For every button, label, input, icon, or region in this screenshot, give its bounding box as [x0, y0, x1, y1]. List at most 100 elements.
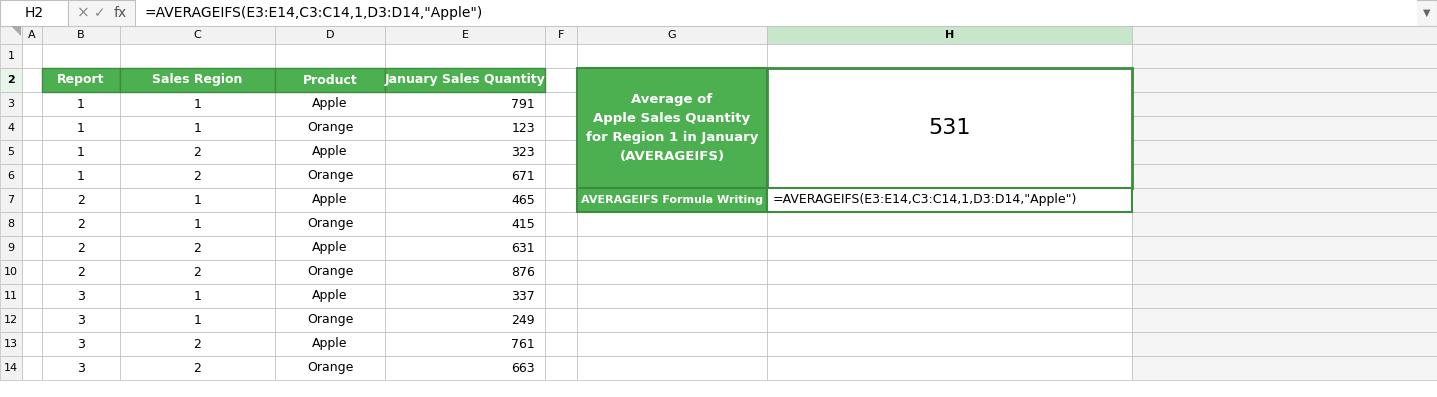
- Bar: [545, 116, 578, 140]
- Bar: [0, 116, 22, 140]
- Bar: [42, 212, 121, 236]
- Bar: [22, 284, 42, 308]
- Bar: [545, 92, 578, 116]
- Text: B: B: [78, 30, 85, 40]
- Bar: [1132, 26, 1437, 44]
- Bar: [767, 68, 1132, 92]
- Bar: [545, 236, 578, 260]
- Bar: [274, 356, 385, 380]
- Bar: [767, 140, 1132, 164]
- Bar: [767, 212, 1132, 236]
- Text: 2: 2: [194, 145, 201, 158]
- Bar: [385, 68, 545, 92]
- Text: Orange: Orange: [308, 170, 354, 183]
- Bar: [0, 332, 22, 356]
- Bar: [42, 92, 121, 116]
- Text: ▼: ▼: [1423, 8, 1431, 18]
- Bar: [137, 0, 1417, 26]
- Text: 531: 531: [928, 118, 971, 138]
- Bar: [42, 26, 121, 44]
- Bar: [385, 356, 545, 380]
- Bar: [121, 308, 274, 332]
- Bar: [767, 92, 1132, 116]
- Text: H: H: [946, 30, 954, 40]
- Bar: [578, 236, 767, 260]
- Text: H2: H2: [24, 6, 43, 20]
- Text: Apple: Apple: [312, 241, 348, 254]
- Bar: [22, 68, 42, 92]
- Text: 3: 3: [78, 314, 85, 326]
- Bar: [385, 188, 545, 212]
- Bar: [121, 236, 274, 260]
- Bar: [22, 44, 42, 68]
- Bar: [42, 236, 121, 260]
- Bar: [0, 188, 22, 212]
- Text: 6: 6: [7, 171, 14, 181]
- Bar: [545, 26, 578, 44]
- Text: 9: 9: [7, 243, 14, 253]
- Text: 1: 1: [78, 98, 85, 110]
- Bar: [274, 140, 385, 164]
- Text: Apple: Apple: [312, 98, 348, 110]
- Bar: [1132, 260, 1437, 284]
- Bar: [22, 236, 42, 260]
- Bar: [767, 236, 1132, 260]
- Bar: [1132, 92, 1437, 116]
- Bar: [0, 356, 22, 380]
- Text: 2: 2: [194, 337, 201, 351]
- Text: 2: 2: [194, 362, 201, 374]
- Text: 2: 2: [194, 170, 201, 183]
- Text: Apple: Apple: [312, 337, 348, 351]
- Text: Sales Region: Sales Region: [152, 73, 243, 87]
- Bar: [767, 188, 1132, 212]
- Bar: [22, 26, 42, 44]
- Bar: [121, 140, 274, 164]
- Bar: [0, 68, 22, 92]
- Bar: [578, 356, 767, 380]
- Bar: [545, 68, 578, 92]
- Bar: [42, 116, 121, 140]
- Bar: [545, 44, 578, 68]
- Text: 761: 761: [512, 337, 535, 351]
- Bar: [274, 308, 385, 332]
- Bar: [1132, 284, 1437, 308]
- Bar: [545, 260, 578, 284]
- Text: ✓: ✓: [95, 6, 106, 20]
- Text: 1: 1: [78, 170, 85, 183]
- Bar: [22, 140, 42, 164]
- Bar: [578, 92, 767, 116]
- Bar: [42, 188, 121, 212]
- Text: 12: 12: [4, 315, 19, 325]
- Text: Apple: Apple: [312, 193, 348, 206]
- Bar: [0, 284, 22, 308]
- Bar: [42, 68, 121, 92]
- Text: E: E: [461, 30, 468, 40]
- Bar: [1132, 68, 1437, 92]
- Bar: [767, 260, 1132, 284]
- Bar: [545, 284, 578, 308]
- Bar: [578, 260, 767, 284]
- Bar: [545, 308, 578, 332]
- Bar: [0, 212, 22, 236]
- Bar: [578, 44, 767, 68]
- Bar: [0, 140, 22, 164]
- Bar: [385, 26, 545, 44]
- Bar: [578, 284, 767, 308]
- Bar: [42, 356, 121, 380]
- Bar: [545, 140, 578, 164]
- Bar: [22, 164, 42, 188]
- Bar: [22, 332, 42, 356]
- Bar: [22, 212, 42, 236]
- Bar: [385, 260, 545, 284]
- Text: 7: 7: [7, 195, 14, 205]
- Bar: [121, 332, 274, 356]
- Bar: [274, 188, 385, 212]
- Bar: [578, 308, 767, 332]
- Bar: [545, 332, 578, 356]
- Text: 10: 10: [4, 267, 19, 277]
- Text: 415: 415: [512, 218, 535, 231]
- Bar: [0, 26, 22, 44]
- Bar: [42, 164, 121, 188]
- Bar: [1132, 308, 1437, 332]
- Bar: [121, 68, 274, 92]
